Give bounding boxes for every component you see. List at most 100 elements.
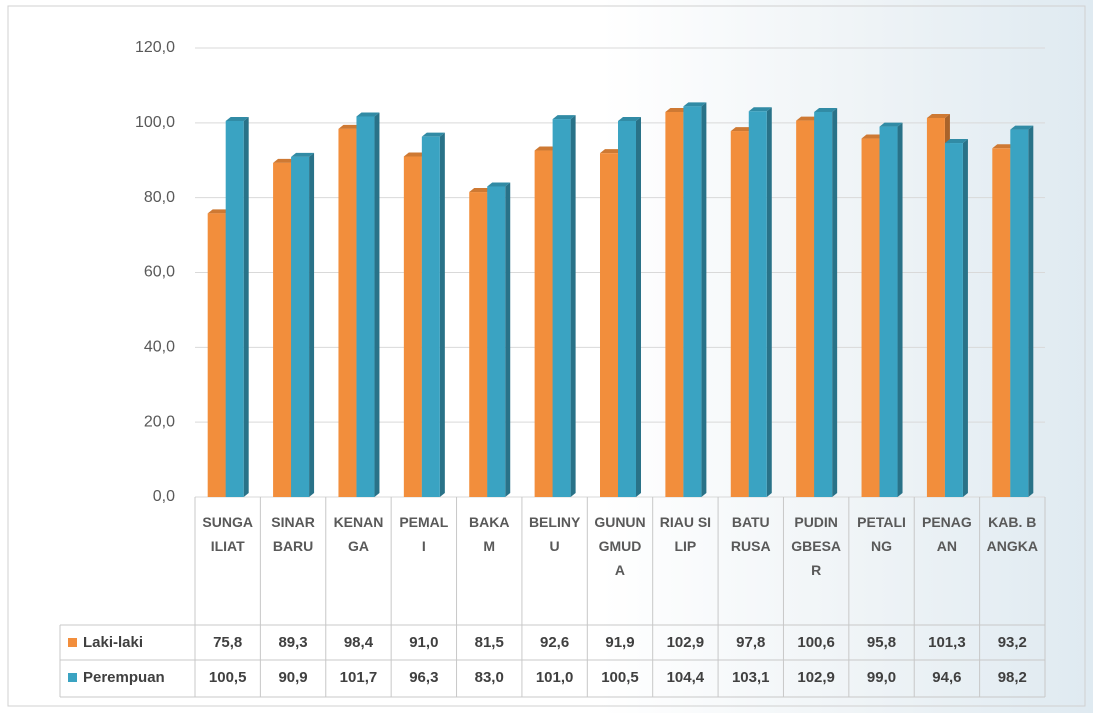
bar [422,133,445,497]
x-tick-label: GUNUNGMUDA [594,510,645,582]
legend-key [68,673,77,682]
bar-face [309,153,314,497]
bar-face [683,106,701,497]
table-cell: 91,0 [391,625,456,660]
bar-face [945,143,963,497]
bar-face [862,139,880,497]
x-tick-label: SUNGAILIAT [202,510,253,558]
bar-face [600,153,618,497]
table-cell: 101,0 [522,660,587,695]
bar-face [535,151,553,497]
bar-face [898,123,903,497]
table-cell: 101,7 [326,660,391,695]
bar-face [796,121,814,497]
bar [487,182,510,497]
y-tick-label: 40,0 [144,339,175,356]
x-tick-label: PETALING [856,510,907,558]
table-cell: 99,0 [849,660,914,695]
chart-svg: 0,020,040,060,080,0100,0120,0 [0,0,1093,713]
table-cell: 75,8 [195,625,260,660]
bar [226,117,249,497]
bar-face [701,102,706,497]
bar-face [440,133,445,497]
table-cell: 98,4 [326,625,391,660]
table-cell: 90,9 [260,660,325,695]
legend-label: Laki-laki [83,634,143,651]
bar [814,108,837,497]
chart: 0,020,040,060,080,0100,0120,0 SUNGAILIAT… [0,0,1093,713]
bar [291,153,314,497]
bar [553,115,576,497]
x-tick-label: RIAU SILIP [660,510,711,558]
y-tick-label: 20,0 [144,413,175,430]
bar-face [731,131,749,497]
bar-face [665,112,683,497]
bar-face [291,157,309,497]
bar-face [767,107,772,497]
bar-face [208,213,226,497]
table-cell: 101,3 [914,625,979,660]
bar [880,123,903,497]
table-cell: 104,4 [653,660,718,695]
bar-face [992,148,1010,497]
table-cell: 91,9 [587,625,652,660]
bar-face [273,163,291,497]
x-tick-label: BAKAM [464,510,515,558]
bar-face [226,121,244,497]
bar-face [963,139,968,497]
x-tick-label: PEMALI [398,510,449,558]
x-tick-label: KENANGA [333,510,384,558]
legend-entry: Perempuan [68,660,165,695]
y-tick-label: 0,0 [153,488,175,505]
table-cell: 89,3 [260,625,325,660]
bar [749,107,772,497]
x-tick-label: KAB. BANGKA [987,510,1038,558]
table-cell: 97,8 [718,625,783,660]
bar-face [571,115,576,497]
bar-face [244,117,249,497]
bar-face [404,157,422,497]
table-cell: 81,5 [457,625,522,660]
bar-face [553,119,571,497]
bar-face [832,108,837,497]
table-cell: 83,0 [457,660,522,695]
bar-face [880,127,898,497]
table-cell: 103,1 [718,660,783,695]
bar-face [487,186,505,497]
bar-face [1010,130,1028,497]
table-cell: 100,5 [195,660,260,695]
bar [618,117,641,497]
bar-face [814,112,832,497]
bar-face [469,192,487,497]
table-cell: 100,6 [783,625,848,660]
table-cell: 100,5 [587,660,652,695]
table-cell: 94,6 [914,660,979,695]
bar-face [618,121,636,497]
table-cell: 93,2 [980,625,1045,660]
legend-label: Perempuan [83,669,165,686]
x-tick-label: BATU RUSA [725,510,776,558]
table-cell: 102,9 [783,660,848,695]
x-tick-label: SINAR BARU [267,510,318,558]
x-tick-label: BELINYU [529,510,580,558]
y-tick-label: 80,0 [144,189,175,206]
bar-face [927,118,945,497]
bar-face [356,116,374,497]
table-cell: 98,2 [980,660,1045,695]
bar-face [1028,126,1033,497]
table-cell: 95,8 [849,625,914,660]
bar-face [374,112,379,497]
x-tick-label: PUDINGBESAR [790,510,841,582]
bar-face [505,182,510,497]
legend-key [68,638,77,647]
bar-face [636,117,641,497]
table-cell: 102,9 [653,625,718,660]
bar-face [338,129,356,497]
table-cell: 92,6 [522,625,587,660]
bar [683,102,706,497]
y-tick-label: 120,0 [135,39,175,56]
bar-face [749,111,767,497]
bar [945,139,968,497]
legend-entry: Laki-laki [68,625,143,660]
y-tick-label: 100,0 [135,114,175,131]
